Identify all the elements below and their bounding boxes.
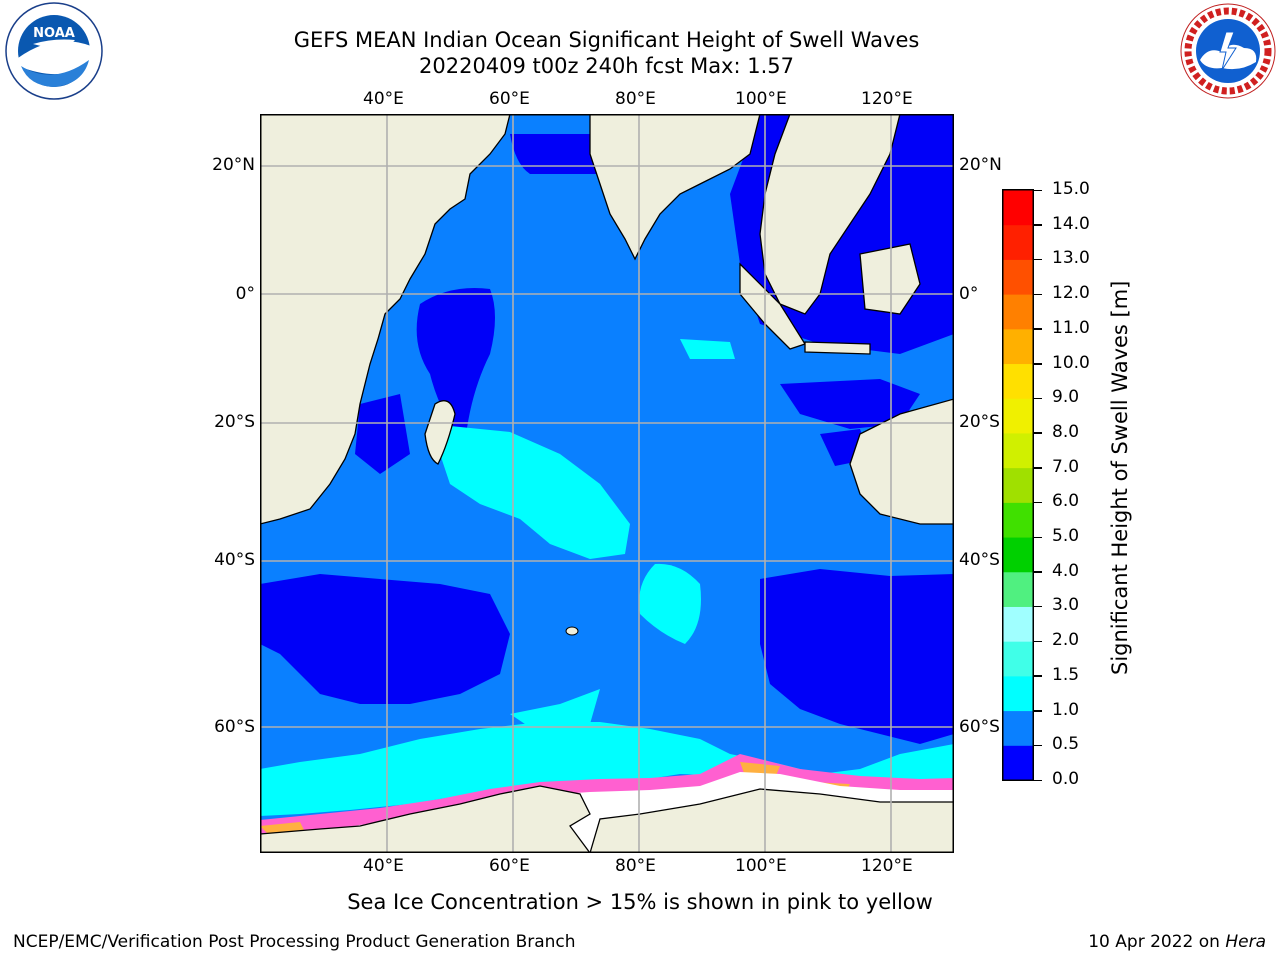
colorbar-segment [1003,502,1033,538]
colorbar-tick-label: 6.0 [1052,491,1080,512]
colorbar-tick-label: 0.5 [1052,734,1080,755]
map-gridlines [260,114,954,853]
colorbar-segment [1003,571,1033,607]
colorbar-tick-mark [1034,293,1042,296]
land-masses [260,114,954,853]
colorbar-tick-mark [1034,397,1042,400]
colorbar-segment [1003,190,1033,226]
colorbar-tick-label: 9.0 [1052,387,1080,408]
lat-tick-left-5: 60°S [214,717,255,737]
generation-date: 10 Apr 2022 on Hera [1088,932,1266,952]
lon-tick-top-2: 60°E [489,89,530,109]
colorbar-tick-mark [1034,328,1042,330]
colorbar-segment [1003,675,1033,712]
lon-tick-bottom-1: 40°E [363,856,404,876]
producer-credit: NCEP/EMC/Verification Post Processing Pr… [13,932,576,952]
colorbar-tick-label: 13.0 [1052,248,1090,269]
colorbar-tick-label: 0.0 [1052,769,1080,789]
colorbar-tick-label: 12.0 [1052,283,1090,304]
colorbar-tick-label: 14.0 [1052,213,1090,234]
map-panel [260,114,954,853]
lon-tick-top-3: 80°E [615,89,656,109]
colorbar-tick-mark [1034,571,1042,573]
colorbar-tick-label: 11.0 [1052,317,1090,338]
colorbar-segment [1003,398,1033,434]
lat-tick-right-3: 20°S [959,412,1000,432]
colorbar-segment [1003,467,1033,503]
lon-tick-top-5: 120°E [861,89,913,109]
colorbar-tick-mark [1034,224,1042,226]
colorbar-tick-label: 1.5 [1052,664,1080,685]
svg-text:NOAA: NOAA [33,26,75,41]
map-subtitle: 20220409 t00z 240h fcst Max: 1.57 [419,54,794,78]
colorbar-label: Significant Height of Swell Waves [m] [1108,280,1132,675]
lon-tick-bottom-2: 60°E [489,856,530,876]
colorbar-tick-mark [1034,536,1042,539]
colorbar-tick-mark [1034,501,1042,504]
lon-tick-top-1: 40°E [363,89,404,109]
colorbar-tick-label: 2.0 [1052,630,1080,651]
colorbar-tick-mark [1034,744,1042,747]
colorbar-tick-mark [1034,710,1042,712]
colorbar-segment [1003,710,1033,746]
colorbar-tick-mark [1034,363,1042,365]
colorbar-segment [1003,641,1033,677]
map-title: GEFS MEAN Indian Ocean Significant Heigh… [293,28,920,52]
colorbar-tick-label: 10.0 [1052,352,1090,373]
sea-ice-band [260,754,954,834]
lat-tick-left-4: 40°S [214,550,255,570]
lat-tick-left-2: 0° [235,284,255,304]
colorbar-tick-label: 8.0 [1052,421,1080,442]
colorbar-tick-mark [1034,258,1042,261]
colorbar-segment [1003,537,1033,573]
colorbar-tick-label: 7.0 [1052,456,1080,477]
host-name: Hera [1225,932,1266,952]
colorbar-segment [1003,294,1033,330]
colorbar-segment [1003,259,1033,295]
lat-tick-left-3: 20°S [214,412,255,432]
colorbar-tick-label: 1.0 [1052,699,1080,720]
lat-tick-right-5: 60°S [959,717,1000,737]
nws-logo [1180,3,1276,99]
colorbar-tick-mark [1034,605,1042,608]
map-frame [260,114,954,853]
noa-logo: NOAA [5,2,103,100]
colorbar-tick-mark [1034,467,1042,469]
colorbar-frame [1002,189,1034,781]
lat-tick-left-1: 20°N [212,155,255,175]
colorbar-segment [1003,363,1033,399]
lon-tick-bottom-4: 100°E [735,856,787,876]
colorbar-tick-label: 15.0 [1052,179,1090,199]
lat-tick-right-1: 20°N [959,155,1002,175]
colorbar-tick-mark [1034,779,1042,781]
colorbar-segment [1003,328,1033,365]
colorbar-tick-mark [1034,675,1042,677]
colorbar-tick-mark [1034,640,1042,643]
colorbar-tick-label: 4.0 [1052,560,1080,581]
sea-ice-note: Sea Ice Concentration > 15% is shown in … [347,890,933,914]
colorbar-tick-label: 5.0 [1052,526,1080,547]
lon-tick-bottom-5: 120°E [861,856,913,876]
date-text: 10 Apr 2022 on [1088,932,1226,952]
lat-tick-right-4: 40°S [959,550,1000,570]
colorbar-segment [1003,432,1033,469]
colorbar-segment [1003,606,1033,642]
colorbar-tick-label: 3.0 [1052,595,1080,616]
kerguelen-island [565,626,579,636]
colorbar-segment [1003,224,1033,260]
lat-tick-right-2: 0° [959,284,979,304]
lon-tick-bottom-3: 80°E [615,856,656,876]
high-swell-regions [260,339,954,816]
colorbar-tick-mark [1034,432,1042,434]
lon-tick-top-4: 100°E [735,89,787,109]
colorbar-tick-mark [1034,189,1042,191]
colorbar-segment [1003,745,1033,781]
colorbar [1002,189,1034,781]
